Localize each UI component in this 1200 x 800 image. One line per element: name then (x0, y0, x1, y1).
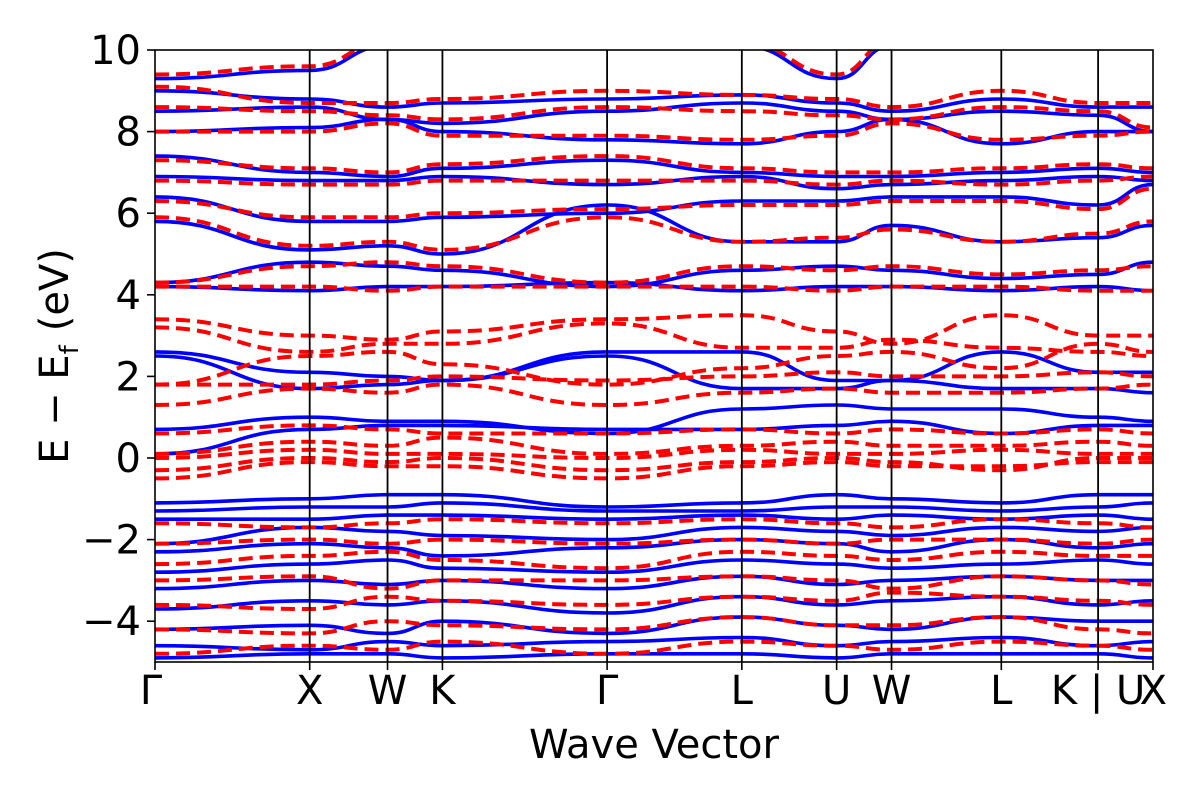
x-tick-label-9: K | U (1051, 668, 1145, 714)
x-tick-label-5: L (731, 668, 754, 714)
y-tick-label-1: −2 (82, 518, 141, 564)
plot-frame (154, 49, 1154, 663)
x-tick-label-0: Γ (140, 668, 163, 714)
dashed-band-14 (155, 382, 1153, 408)
dashed-band-5 (155, 174, 1153, 187)
x-axis-label: Wave Vector (529, 722, 780, 768)
y-axis-ticks: −4 −2 0 2 4 6 8 10 (82, 28, 155, 645)
solid-band-5 (155, 174, 1153, 191)
solid-band-4 (155, 154, 1153, 179)
dashed-band-19 (155, 460, 1153, 481)
dashed-band-26 (155, 639, 1153, 656)
x-tick-label-7: W (872, 668, 912, 714)
x-tick-label-8: L (990, 668, 1013, 714)
y-tick-label-2: 0 (116, 436, 141, 482)
x-tick-label-10: X (1140, 668, 1167, 714)
dashed-band-21 (155, 537, 1153, 546)
dashed-band-24 (155, 590, 1153, 612)
y-label-main: E − E (32, 354, 78, 464)
y-tick-label-4: 4 (116, 273, 141, 319)
solid-band-12 (155, 403, 1153, 436)
solid-band-24 (155, 651, 1153, 660)
dashed-band-10 (155, 313, 1153, 346)
solid-band-19 (155, 558, 1153, 575)
dashed-band-25 (155, 615, 1153, 636)
y-axis-label: E − Ef (eV) (32, 248, 85, 464)
y-tick-label-7: 10 (90, 28, 141, 74)
dashed-band-11 (155, 321, 1153, 358)
x-tick-label-2: W (368, 668, 408, 714)
dashed-band-4 (155, 154, 1153, 175)
x-tick-label-3: K (429, 668, 457, 714)
dashed-bands (155, 50, 1153, 656)
solid-band-0 (155, 50, 881, 81)
dashed-band-3 (155, 121, 1153, 142)
dashed-band-22 (155, 549, 1153, 571)
dashed-band-12 (155, 341, 1153, 387)
solid-band-3 (155, 117, 1153, 146)
solid-band-17 (155, 525, 1153, 546)
dashed-band-9 (155, 284, 1153, 293)
solid-band-14 (155, 492, 1153, 509)
bands-layer (155, 50, 1153, 660)
y-tick-label-5: 6 (116, 191, 141, 237)
dashed-band-17 (155, 447, 1153, 461)
dashed-band-2 (155, 105, 1153, 130)
dashed-band-18 (155, 455, 1153, 473)
solid-band-15 (155, 501, 1153, 513)
dashed-band-20 (155, 517, 1153, 530)
x-tick-label-4: Γ (596, 668, 619, 714)
dashed-band-16 (155, 435, 1153, 456)
dashed-band-13 (155, 370, 1153, 387)
y-tick-label-6: 8 (116, 110, 141, 156)
y-tick-label-3: 2 (116, 354, 141, 400)
solid-band-10 (155, 350, 1153, 383)
dashed-band-15 (155, 423, 1153, 436)
dashed-band-0 (155, 50, 875, 77)
dashed-band-1 (155, 84, 1153, 110)
x-tick-label-1: X (296, 668, 323, 714)
dashed-band-23 (155, 574, 1153, 591)
y-label-subscript: f (55, 344, 85, 354)
dashed-band-7 (155, 215, 1153, 252)
dashed-band-8 (155, 260, 1153, 285)
y-tick-label-0: −4 (82, 599, 141, 645)
dashed-band-6 (155, 186, 1153, 220)
solid-band-6 (155, 182, 1153, 224)
kpoint-lines (308, 50, 1100, 662)
x-tick-label-6: U (822, 668, 851, 714)
y-label-unit: (eV) (32, 248, 78, 331)
